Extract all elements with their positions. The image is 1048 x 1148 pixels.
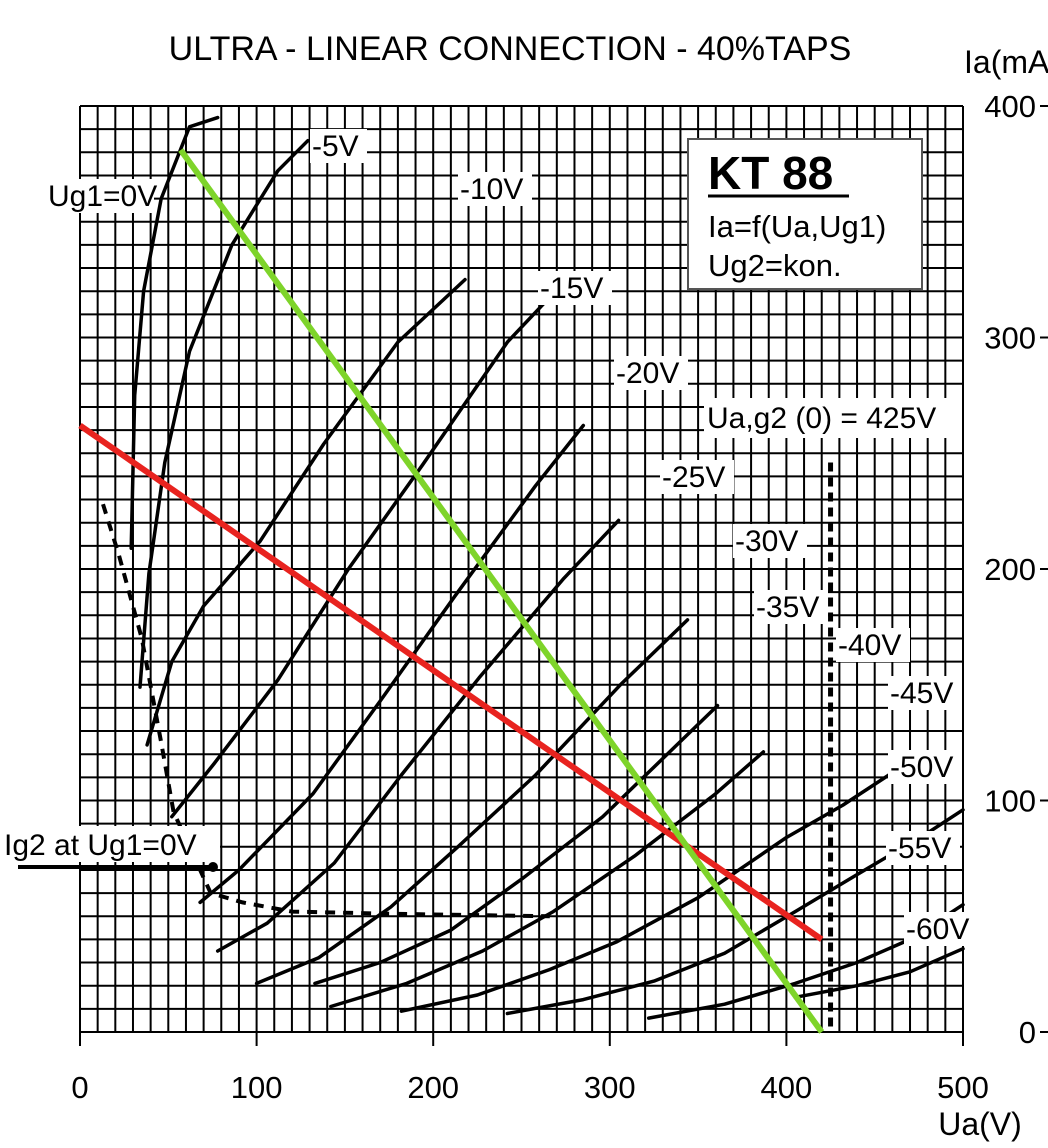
tube-name: KT 88: [708, 147, 833, 199]
curve-label-bg: [733, 524, 807, 558]
load-line: [78, 423, 824, 942]
load-line: [178, 148, 825, 1034]
ig2-label-bg: [2, 826, 220, 862]
curve-line: [138, 138, 310, 689]
curve-label: -30V: [735, 525, 798, 558]
curve-line: [145, 277, 467, 747]
curve-label-bg: [660, 460, 734, 494]
screen-supply-label: Ua,g2 (0) = 425V: [707, 402, 936, 435]
chart-title: ULTRA - LINEAR CONNECTION - 40%TAPS: [169, 30, 852, 68]
curve-line: [399, 766, 902, 1013]
curve-label-bg: [754, 590, 828, 624]
curve-line: [215, 518, 621, 953]
plate-curves: [129, 115, 965, 1020]
load-lines: [78, 148, 825, 1034]
x-axis-label: Ua(V): [938, 1106, 1022, 1142]
x-tick-label: 300: [584, 1070, 636, 1105]
curve-label: -40V: [838, 629, 901, 662]
curve-label: -35V: [756, 591, 819, 624]
curve-label-bg: [904, 912, 978, 946]
y-axis-label: Ia(mA: [964, 44, 1048, 80]
screen-supply-label-bg: [704, 398, 962, 438]
curve-label-bg: [458, 172, 532, 206]
curve-label: -45V: [890, 677, 953, 710]
x-tick-label: 400: [761, 1070, 813, 1105]
curve-label: -55V: [888, 832, 951, 865]
curve-label-bg: [836, 628, 910, 662]
ig2-label: Ig2 at Ug1=0V: [4, 829, 197, 862]
curve-line: [254, 618, 690, 986]
tube-info-box: KT 88 Ia=f(Ua,Ug1) Ug2=kon.: [687, 138, 923, 290]
curve-label-bg: [310, 129, 367, 163]
curve-label-bg: [46, 179, 154, 213]
curve-label: -20V: [616, 357, 679, 390]
curve-label: -50V: [890, 751, 953, 784]
curve-label: Ug1=0V: [48, 180, 157, 213]
curve-line: [329, 750, 766, 1009]
y-tick-label: 400: [984, 89, 1036, 124]
tube-screen-condition: Ug2=kon.: [708, 248, 842, 283]
x-tick-label: 0: [71, 1070, 88, 1105]
curve-line: [170, 301, 547, 819]
x-tick-label: 100: [231, 1070, 283, 1105]
curve-line: [793, 946, 965, 1000]
curve-label: -5V: [312, 130, 359, 163]
curve-label-bg: [888, 750, 962, 784]
curve-label: -10V: [460, 173, 523, 206]
curve-line: [313, 703, 720, 986]
curve-label: -60V: [906, 913, 969, 946]
curve-labels: Ug1=0V -5V -10V -15V -20V -25V -30V -35V -40V -45…: [46, 129, 978, 946]
curve-label-bg: [888, 676, 962, 710]
curve-label: -15V: [540, 272, 603, 305]
x-tick-label: 500: [937, 1070, 989, 1105]
tube-function: Ia=f(Ua,Ug1): [708, 209, 886, 244]
curve-line: [198, 423, 586, 905]
curve-label-bg: [538, 271, 612, 305]
y-tick-label: 200: [984, 552, 1036, 587]
curve-label-bg: [614, 356, 688, 390]
y-tick-label: 0: [1019, 1015, 1036, 1050]
x-tick-label: 200: [407, 1070, 459, 1105]
curve-label-bg: [886, 831, 960, 865]
ig2-pointer-dot: [208, 862, 218, 872]
y-axis: 0 100 200 300 400: [984, 89, 1048, 1050]
curve-label: -25V: [662, 461, 725, 494]
x-axis: 0 100 200 300 400 500: [71, 1032, 989, 1105]
curve-line: [129, 115, 220, 550]
y-tick-label: 100: [984, 784, 1036, 819]
y-tick-label: 300: [984, 321, 1036, 356]
